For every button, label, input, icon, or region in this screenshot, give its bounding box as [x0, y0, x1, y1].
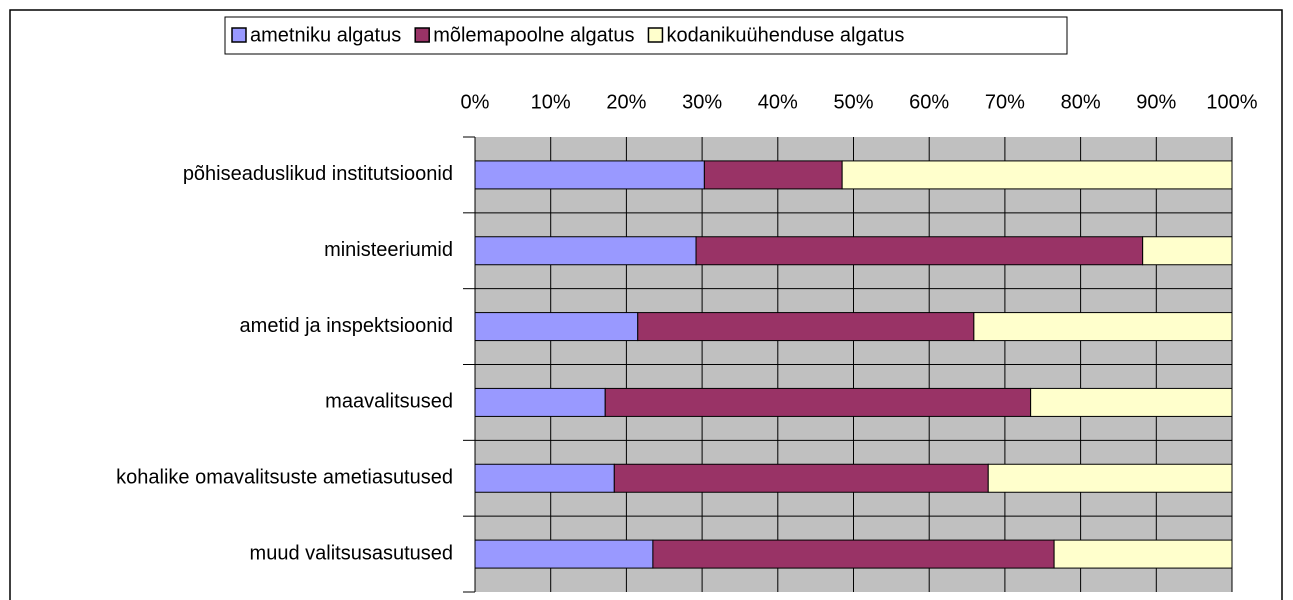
- bar: [1142, 236, 1233, 266]
- legend-label: mõlemapoolne algatus: [433, 24, 634, 46]
- bar: [613, 463, 989, 493]
- bar: [703, 160, 843, 190]
- legend-swatch: [414, 27, 430, 43]
- bar: [474, 160, 705, 190]
- x-tick-label: 0%: [461, 91, 490, 113]
- x-tick-label: 20%: [606, 91, 646, 113]
- legend-box: [224, 16, 1068, 55]
- legend-label: ametniku algatus: [250, 24, 401, 46]
- bar: [604, 387, 1032, 417]
- bar: [1053, 539, 1233, 569]
- y-tick-label: maavalitsused: [325, 391, 453, 413]
- y-tick-label: ametid ja inspektsioonid: [240, 315, 453, 337]
- bar: [474, 539, 654, 569]
- x-tick-label: 80%: [1061, 91, 1101, 113]
- bar: [973, 312, 1233, 342]
- x-tick-label: 90%: [1136, 91, 1176, 113]
- bar: [474, 236, 697, 266]
- bar: [987, 463, 1233, 493]
- bar: [652, 539, 1055, 569]
- bar: [474, 312, 639, 342]
- x-tick-label: 50%: [833, 91, 873, 113]
- legend-swatch: [647, 27, 664, 43]
- x-tick-label: 40%: [758, 91, 798, 113]
- bar: [695, 236, 1144, 266]
- bar: [474, 387, 606, 417]
- x-tick-label: 70%: [985, 91, 1025, 113]
- bar: [637, 312, 975, 342]
- bar: [474, 463, 615, 493]
- legend-swatch: [231, 27, 247, 43]
- bar: [1030, 387, 1233, 417]
- bar: [841, 160, 1233, 190]
- x-tick-label: 60%: [909, 91, 949, 113]
- x-tick-label: 30%: [682, 91, 722, 113]
- x-tick-label: 100%: [1206, 91, 1257, 113]
- y-tick-label: ministeeriumid: [324, 239, 453, 261]
- legend-label: kodanikuühenduse algatus: [666, 24, 904, 46]
- y-tick-label: põhiseaduslikud institutsioonid: [183, 163, 453, 185]
- x-tick-label: 10%: [531, 91, 571, 113]
- y-tick-label: kohalike omavalitsuste ametiasutused: [116, 467, 453, 489]
- y-tick-label: muud valitsusasutused: [250, 542, 453, 564]
